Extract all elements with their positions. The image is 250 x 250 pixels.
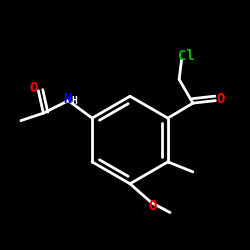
Text: O: O: [29, 81, 38, 95]
Text: H: H: [71, 96, 77, 106]
Text: Cl: Cl: [178, 50, 195, 64]
Text: O: O: [217, 92, 225, 106]
Text: N: N: [63, 92, 71, 106]
Text: O: O: [148, 198, 157, 212]
